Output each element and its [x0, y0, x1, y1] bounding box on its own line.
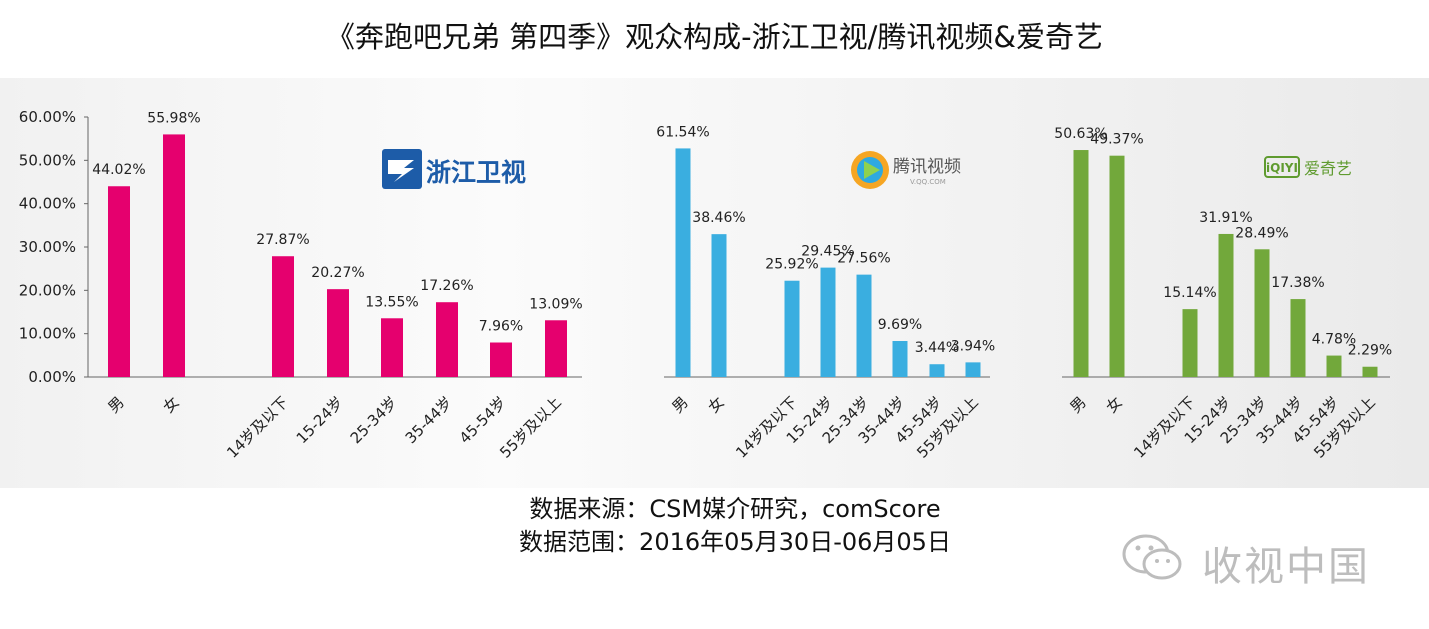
tencent-data-label: 38.46%	[692, 210, 745, 226]
iqiyi-logo-text: 爱奇艺	[1304, 159, 1352, 178]
iqiyi-bar	[1290, 299, 1306, 377]
wechat-icon	[1122, 534, 1182, 580]
zhejiang-logo-mark	[388, 160, 414, 182]
tencent-category-label: 男	[668, 393, 691, 416]
watermark-text: 收视中国	[1202, 544, 1370, 590]
zhejiang-category-label: 25-34岁	[347, 393, 401, 447]
iqiyi-logo: iQIYI 爱奇艺	[1264, 156, 1352, 178]
iqiyi-bar	[1073, 150, 1089, 377]
chart-title: 《奔跑吧兄弟 第四季》观众构成-浙江卫视/腾讯视频&爱奇艺	[325, 20, 1104, 54]
tencent-bar	[856, 274, 872, 377]
iqiyi-bar	[1109, 155, 1125, 377]
data-source: 数据来源：CSM媒介研究，comScore	[529, 495, 941, 523]
zhejiang-y-tick-label: 20.00%	[19, 281, 76, 299]
data-range: 数据范围：2016年05月30日-06月05日	[519, 528, 951, 556]
iqiyi-logo-badge	[1264, 156, 1300, 178]
zhejiang-category-label: 14岁及以下	[223, 393, 292, 462]
zhejiang-category-label: 45-54岁	[456, 393, 510, 447]
zhejiang-bar	[163, 134, 185, 377]
tencent-bar	[675, 148, 691, 377]
zhejiang-tv-logo: 浙江卫视	[382, 149, 526, 189]
tencent-data-label: 61.54%	[656, 124, 709, 140]
zhejiang-y-tick-label: 50.00%	[19, 151, 76, 169]
zhejiang-y-tick-label: 40.00%	[19, 195, 76, 213]
zhejiang-data-label: 13.09%	[529, 296, 582, 312]
zhejiang-bar	[436, 302, 458, 377]
iqiyi-data-label: 15.14%	[1163, 285, 1216, 301]
iqiyi-data-label: 50.63%	[1054, 126, 1107, 142]
tencent-play-icon	[864, 161, 880, 179]
zhejiang-data-label: 55.98%	[147, 110, 200, 126]
tencent-video-logo: 腾讯视频 V.QQ.COM	[851, 151, 961, 189]
zhejiang-data-label: 13.55%	[365, 294, 418, 310]
zhejiang-logo-text: 浙江卫视	[426, 158, 526, 187]
iqiyi-data-label: 31.91%	[1199, 210, 1252, 226]
tencent-bar	[784, 280, 800, 377]
zhejiang-category-label: 男	[104, 393, 127, 416]
tencent-bar	[929, 364, 945, 377]
tencent-data-label: 25.92%	[765, 257, 818, 273]
tencent-logo-text: 腾讯视频	[893, 157, 961, 177]
zhejiang-data-label: 44.02%	[92, 162, 145, 178]
tencent-bar	[965, 362, 981, 377]
zhejiang-y-tick-label: 60.00%	[19, 108, 76, 126]
zhejiang-y-tick-label: 10.00%	[19, 325, 76, 343]
tencent-data-label: 3.44%	[915, 340, 959, 356]
iqiyi-bar	[1182, 309, 1198, 377]
tencent-bar	[820, 267, 836, 377]
zhejiang-bar	[545, 320, 567, 377]
zhejiang-data-label: 27.87%	[256, 232, 309, 248]
iqiyi-bar	[1362, 366, 1378, 377]
zhejiang-bar	[490, 342, 512, 377]
tencent-data-label: 29.45%	[801, 244, 854, 260]
zhejiang-category-label: 35-44岁	[402, 393, 456, 447]
zhejiang-bar	[108, 186, 130, 377]
zhejiang-data-label: 20.27%	[311, 265, 364, 281]
zhejiang-data-label: 17.26%	[420, 278, 473, 294]
iqiyi-category-label: 男	[1066, 393, 1089, 416]
iqiyi-data-label: 28.49%	[1235, 225, 1288, 241]
iqiyi-data-label: 17.38%	[1271, 275, 1324, 291]
tencent-logo-subtext: V.QQ.COM	[910, 178, 946, 186]
tencent-bar	[711, 234, 727, 377]
zhejiang-y-tick-label: 0.00%	[28, 368, 76, 386]
watermark: 收视中国	[1118, 528, 1388, 590]
iqiyi-category-label: 女	[1102, 393, 1125, 416]
iqiyi-bar	[1326, 355, 1342, 377]
iqiyi-bar	[1254, 249, 1270, 377]
tencent-data-label: 9.69%	[878, 317, 922, 333]
tencent-data-label: 3.94%	[951, 338, 995, 354]
iqiyi-logo-badge-text: iQIYI	[1266, 161, 1298, 175]
zhejiang-data-label: 7.96%	[479, 319, 523, 335]
zhejiang-y-tick-label: 30.00%	[19, 238, 76, 256]
iqiyi-data-label: 49.37%	[1090, 132, 1143, 148]
zhejiang-bar	[327, 289, 349, 377]
tencent-data-label: 27.56%	[837, 251, 890, 267]
zhejiang-category-label: 15-24岁	[293, 393, 347, 447]
iqiyi-data-label: 2.29%	[1348, 343, 1392, 359]
zhejiang-bar	[272, 256, 294, 377]
iqiyi-bar	[1218, 233, 1234, 377]
zhejiang-bar	[381, 318, 403, 377]
tencent-bar	[892, 341, 908, 377]
iqiyi-data-label: 4.78%	[1312, 332, 1356, 348]
tencent-category-label: 女	[704, 393, 727, 416]
zhejiang-category-label: 女	[159, 393, 182, 416]
